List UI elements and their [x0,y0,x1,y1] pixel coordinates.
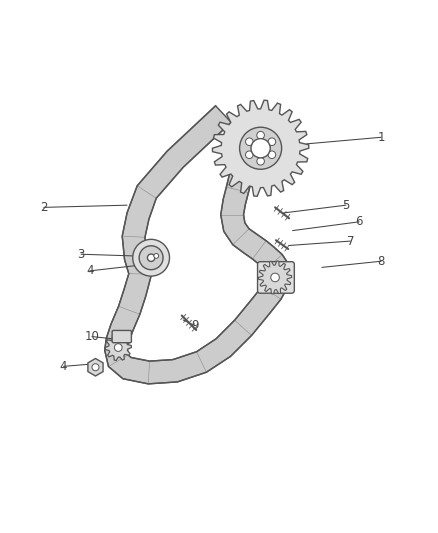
Circle shape [246,151,253,158]
Polygon shape [212,100,309,196]
Text: 4: 4 [86,264,94,277]
FancyBboxPatch shape [258,262,294,293]
Text: 8: 8 [378,255,385,268]
Circle shape [271,273,279,282]
Circle shape [240,127,282,169]
Text: 7: 7 [346,235,354,248]
Text: 3: 3 [78,248,85,261]
Circle shape [251,139,270,158]
Circle shape [133,239,170,276]
FancyBboxPatch shape [112,330,131,343]
Circle shape [92,364,99,371]
Text: 1: 1 [377,131,385,144]
Text: 2: 2 [40,201,48,214]
Circle shape [148,254,155,261]
Circle shape [257,132,265,139]
Circle shape [154,254,159,259]
Circle shape [268,138,276,146]
Text: 10: 10 [85,330,99,343]
Polygon shape [88,359,103,376]
Polygon shape [105,335,131,360]
Circle shape [114,344,122,351]
Text: 4: 4 [60,360,67,373]
Polygon shape [105,106,291,384]
Circle shape [246,138,253,146]
Polygon shape [258,261,292,294]
Text: 6: 6 [355,215,363,228]
Text: 5: 5 [343,199,350,212]
Circle shape [139,246,163,270]
Circle shape [257,157,265,165]
Text: 9: 9 [191,319,199,332]
Circle shape [268,151,276,158]
